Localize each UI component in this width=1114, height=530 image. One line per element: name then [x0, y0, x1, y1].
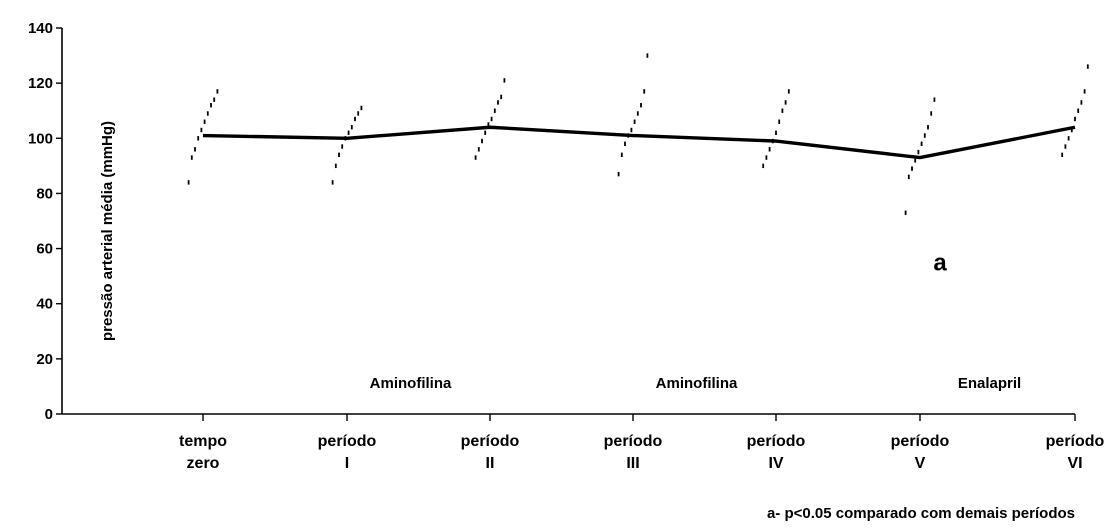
- data-point: [1074, 116, 1076, 122]
- data-point: [787, 89, 790, 94]
- data-point: [907, 174, 910, 180]
- data-point: [197, 136, 200, 141]
- x-tick-label: I: [345, 455, 349, 472]
- data-point: [914, 158, 917, 163]
- data-point: [200, 127, 203, 133]
- data-point: [630, 127, 633, 133]
- y-tick-label: 40: [36, 296, 53, 313]
- data-point: [904, 210, 907, 215]
- x-tick-label: período: [461, 433, 520, 450]
- treatment-annotation: Aminofilina: [656, 375, 738, 392]
- y-tick-label: 0: [45, 406, 53, 423]
- data-point: [194, 147, 196, 152]
- data-point: [213, 97, 216, 102]
- data-point: [187, 180, 190, 185]
- data-point: [477, 147, 480, 152]
- x-tick-label: tempo: [179, 433, 227, 450]
- y-tick-label: 60: [36, 241, 53, 258]
- data-point: [781, 108, 784, 113]
- x-tick-label: período: [747, 433, 806, 450]
- axes: [56, 27, 1076, 421]
- data-point: [1077, 108, 1080, 113]
- y-tick-label: 20: [36, 351, 53, 368]
- data-point: [640, 103, 642, 108]
- data-point: [493, 108, 496, 113]
- data-point: [778, 119, 781, 124]
- data-point: [624, 141, 626, 146]
- data-point: [917, 149, 920, 155]
- data-point: [762, 163, 765, 169]
- data-point: [497, 100, 499, 105]
- treatment-annotation: Enalapril: [958, 375, 1021, 392]
- data-point: [1067, 136, 1070, 141]
- x-tick-label: VI: [1067, 455, 1082, 472]
- data-point: [1086, 64, 1089, 69]
- data-point: [633, 119, 636, 124]
- data-point: [617, 171, 620, 177]
- x-tick-label: período: [318, 433, 377, 450]
- data-point: [357, 111, 360, 116]
- data-point: [765, 155, 768, 160]
- data-point: [484, 130, 487, 135]
- data-point: [1083, 89, 1086, 94]
- x-tick-label: V: [915, 455, 926, 472]
- data-point: [933, 97, 936, 102]
- data-point: [503, 78, 506, 83]
- x-tick-label: II: [486, 455, 495, 472]
- y-axis-title: pressão arterial média (mmHg): [99, 121, 116, 341]
- data-point: [354, 116, 356, 122]
- data-point: [334, 163, 337, 169]
- data-point: [1064, 144, 1067, 149]
- data-point: [216, 89, 219, 94]
- data-point: [768, 147, 771, 152]
- y-tick-label: 80: [36, 185, 53, 202]
- data-point: [206, 111, 209, 116]
- x-tick-label: zero: [187, 455, 220, 472]
- y-tick-label: 140: [28, 20, 53, 37]
- x-tick-label: III: [626, 455, 639, 472]
- data-point: [350, 125, 353, 130]
- significance-mark: a: [933, 249, 947, 276]
- y-tick-label: 120: [28, 75, 53, 92]
- data-point: [341, 144, 344, 149]
- data-point: [203, 119, 206, 124]
- data-point: [911, 166, 913, 171]
- data-point: [923, 133, 926, 138]
- data-point: [1061, 152, 1064, 158]
- labels: 0 20 40 60 80 100 120 140 pressão arterial média…: [28, 20, 1105, 522]
- x-tick-label: IV: [768, 455, 783, 472]
- data-point: [784, 100, 787, 105]
- data-point: [490, 116, 493, 122]
- data-point: [338, 152, 340, 158]
- mean-line: [202, 125, 1076, 160]
- data-point: [331, 180, 334, 185]
- treatment-annotation: Aminofilina: [370, 375, 452, 392]
- data-point: [347, 130, 350, 135]
- mean-line-layer: [202, 125, 1076, 160]
- x-tick-label: período: [891, 433, 950, 450]
- data-point: [210, 103, 212, 108]
- data-point: [920, 141, 923, 146]
- data-point: [190, 155, 193, 160]
- footnote: a- p<0.05 comparado com demais períodos: [767, 505, 1075, 522]
- data-point: [636, 111, 639, 116]
- data-point: [500, 94, 503, 100]
- x-tick-label: período: [604, 433, 663, 450]
- data-point: [481, 138, 483, 144]
- data-point: [474, 155, 477, 160]
- x-tick-label: período: [1046, 433, 1105, 450]
- data-point: [775, 130, 777, 135]
- data-point: [487, 122, 490, 127]
- data-point: [930, 111, 933, 116]
- data-point: [360, 105, 363, 111]
- data-point: [646, 53, 649, 58]
- data-point: [643, 89, 646, 94]
- data-point: [620, 152, 623, 158]
- data-point: [927, 125, 929, 130]
- data-point: [1070, 127, 1073, 133]
- y-tick-label: 100: [28, 130, 53, 147]
- data-point: [1080, 100, 1083, 105]
